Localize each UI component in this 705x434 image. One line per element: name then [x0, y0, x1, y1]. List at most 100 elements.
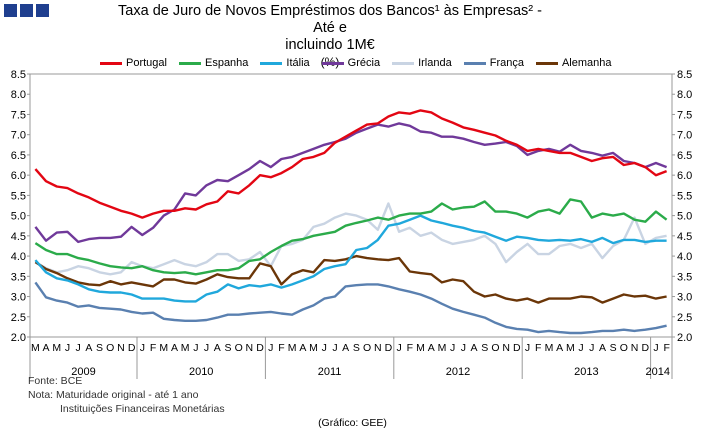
- series-line-espanha: [34, 198, 668, 276]
- x-tick-label-month: J: [332, 342, 337, 354]
- x-tick-label-month: N: [246, 342, 254, 354]
- x-tick-label-month: J: [204, 342, 209, 354]
- legend-swatch: [392, 61, 415, 65]
- legend-item-frança: França: [463, 57, 524, 69]
- x-tick-label-month: J: [140, 342, 145, 354]
- x-tick-label-month: J: [65, 342, 70, 354]
- legend-item-irlanda: Irlanda: [392, 57, 452, 69]
- legend-item-grécia: Grécia: [321, 57, 381, 69]
- legend-label: Portugal: [126, 57, 167, 69]
- x-tick-label-month: D: [513, 342, 521, 354]
- source-note: Fonte: BCE: [28, 375, 83, 387]
- x-tick-label-month: J: [76, 342, 81, 354]
- x-tick-label-month: S: [610, 342, 617, 354]
- y-tick-label-left: 6.0: [11, 170, 26, 182]
- y-tick-label-left: 3.0: [11, 292, 26, 304]
- x-tick-label-month: J: [450, 342, 455, 354]
- y-tick-label-left: 8.5: [11, 69, 26, 81]
- legend-label: Grécia: [347, 57, 381, 69]
- x-tick-label-month: J: [578, 342, 583, 354]
- x-year-label: 2013: [574, 366, 598, 378]
- maturity-note: Nota: Maturidade original - até 1 ano: [28, 389, 199, 401]
- y-tick-label-right: 5.5: [677, 190, 692, 202]
- chart-notes: Fonte: BCE Nota: Maturidade original - a…: [28, 374, 225, 416]
- series-line-frança: [34, 281, 667, 335]
- y-tick-label-right: 7.0: [677, 130, 692, 142]
- x-tick-label-month: S: [224, 342, 231, 354]
- x-tick-label-month: N: [502, 342, 510, 354]
- x-tick-label-month: A: [556, 342, 563, 354]
- y-tick-label-left: 2.5: [11, 312, 26, 324]
- y-tick-label-right: 5.0: [677, 211, 692, 223]
- legend-swatch: [178, 61, 201, 65]
- x-tick-label-month: O: [106, 342, 114, 354]
- bank-logo: [4, 4, 49, 17]
- x-tick-label-month: O: [363, 342, 371, 354]
- x-tick-label-month: O: [235, 342, 243, 354]
- x-tick-label-month: S: [353, 342, 360, 354]
- x-tick-label-month: A: [428, 342, 435, 354]
- y-tick-label-right: 8.0: [677, 89, 692, 101]
- x-tick-label-month: A: [214, 342, 221, 354]
- chart-legend: Portugal Espanha Itália Grécia Irlanda França…: [100, 57, 680, 69]
- x-year-label: 2014: [646, 366, 670, 378]
- chart-title-line1: Taxa de Juro de Novos Empréstimos dos Ba…: [118, 3, 542, 36]
- y-tick-label-left: 6.5: [11, 150, 26, 162]
- y-tick-label-right: 3.5: [677, 271, 692, 283]
- legend-item-itália: Itália: [260, 57, 310, 69]
- x-tick-label-month: F: [407, 342, 413, 354]
- x-tick-label-month: J: [268, 342, 273, 354]
- y-tick-label-left: 4.5: [11, 231, 26, 243]
- y-tick-label-right: 2.5: [677, 312, 692, 324]
- legend-swatch: [535, 61, 558, 65]
- institutions-note: Instituições Financeiras Monetárias: [60, 403, 225, 415]
- x-tick-label-month: J: [653, 342, 658, 354]
- y-tick-label-right: 4.5: [677, 231, 692, 243]
- x-tick-label-month: N: [117, 342, 125, 354]
- x-tick-label-month: D: [128, 342, 136, 354]
- x-tick-label-month: A: [85, 342, 92, 354]
- x-tick-label-month: A: [299, 342, 306, 354]
- y-tick-label-right: 8.5: [677, 69, 692, 81]
- x-tick-label-month: M: [545, 342, 554, 354]
- legend-swatch: [260, 61, 283, 65]
- x-tick-label-month: M: [288, 342, 297, 354]
- chart-credit: (Gráfico: GEE): [318, 417, 387, 429]
- x-tick-label-month: M: [309, 342, 318, 354]
- series-line-portugal: [34, 109, 668, 219]
- logo-square-icon: [4, 4, 17, 17]
- x-tick-label-month: A: [471, 342, 478, 354]
- y-tick-label-left: 4.0: [11, 251, 26, 263]
- x-year-label: 2011: [318, 366, 342, 378]
- x-tick-label-month: J: [397, 342, 402, 354]
- x-tick-label-month: O: [620, 342, 628, 354]
- x-tick-label-month: J: [322, 342, 327, 354]
- x-tick-label-month: J: [525, 342, 530, 354]
- x-tick-label-month: J: [589, 342, 594, 354]
- legend-item-alemanha: Alemanha: [535, 57, 612, 69]
- x-tick-label-month: M: [438, 342, 447, 354]
- y-tick-label-left: 3.5: [11, 271, 26, 283]
- logo-square-icon: [36, 4, 49, 17]
- legend-swatch: [463, 61, 486, 65]
- x-tick-label-month: S: [481, 342, 488, 354]
- y-tick-label-left: 7.0: [11, 130, 26, 142]
- y-tick-label-left: 5.5: [11, 190, 26, 202]
- x-tick-label-month: D: [385, 342, 393, 354]
- series-line-itália: [34, 214, 667, 303]
- y-tick-label-right: 4.0: [677, 251, 692, 263]
- x-tick-label-month: A: [599, 342, 606, 354]
- legend-label: Espanha: [204, 57, 249, 69]
- legend-swatch: [321, 61, 344, 65]
- x-year-label: 2009: [71, 366, 95, 378]
- y-tick-label-right: 2.0: [677, 332, 692, 344]
- x-tick-label-month: O: [491, 342, 499, 354]
- legend-item-portugal: Portugal: [100, 57, 167, 69]
- x-tick-label-month: F: [150, 342, 156, 354]
- x-tick-label-month: M: [31, 342, 40, 354]
- x-tick-label-month: A: [171, 342, 178, 354]
- x-tick-label-month: F: [535, 342, 541, 354]
- x-tick-label-month: M: [159, 342, 168, 354]
- series-line-grécia: [34, 122, 668, 244]
